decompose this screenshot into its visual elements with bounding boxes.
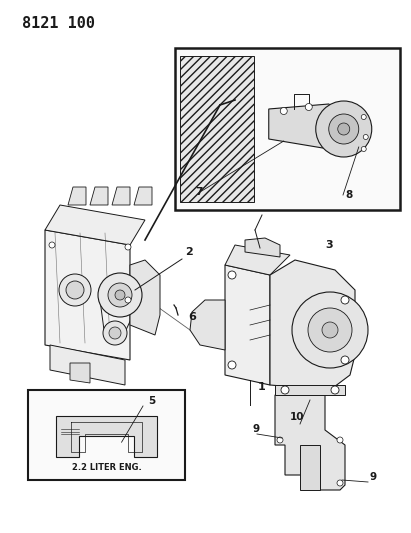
- Circle shape: [337, 480, 343, 486]
- Circle shape: [115, 290, 125, 300]
- Polygon shape: [68, 187, 86, 205]
- Bar: [175, 48, 400, 210]
- Circle shape: [292, 292, 368, 368]
- Polygon shape: [112, 187, 130, 205]
- Circle shape: [337, 437, 343, 443]
- Polygon shape: [245, 238, 280, 257]
- Polygon shape: [190, 300, 225, 350]
- Text: 2: 2: [185, 247, 193, 257]
- Polygon shape: [269, 104, 344, 149]
- Circle shape: [109, 327, 121, 339]
- Polygon shape: [275, 385, 345, 395]
- Circle shape: [331, 386, 339, 394]
- Polygon shape: [225, 265, 270, 385]
- Text: 7: 7: [195, 187, 202, 197]
- Text: 8: 8: [345, 190, 352, 200]
- Circle shape: [341, 356, 349, 364]
- Circle shape: [361, 147, 366, 151]
- Polygon shape: [45, 205, 145, 245]
- Circle shape: [125, 244, 131, 250]
- Circle shape: [329, 114, 359, 144]
- Circle shape: [308, 308, 352, 352]
- Polygon shape: [56, 416, 157, 457]
- Circle shape: [322, 322, 338, 338]
- Polygon shape: [50, 345, 125, 385]
- Circle shape: [49, 242, 55, 248]
- Polygon shape: [275, 395, 345, 490]
- Text: 9: 9: [370, 472, 377, 482]
- Polygon shape: [270, 260, 355, 390]
- Circle shape: [361, 115, 366, 119]
- Polygon shape: [70, 363, 90, 383]
- Circle shape: [305, 103, 312, 110]
- Circle shape: [316, 101, 372, 157]
- Circle shape: [228, 361, 236, 369]
- Text: 5: 5: [148, 396, 155, 406]
- Bar: [28, 390, 185, 480]
- Text: 8121 100: 8121 100: [22, 16, 95, 31]
- Text: 3: 3: [325, 240, 332, 250]
- Polygon shape: [225, 245, 290, 275]
- Text: 2.2 LITER ENG.: 2.2 LITER ENG.: [72, 463, 141, 472]
- Polygon shape: [90, 187, 108, 205]
- Text: 10: 10: [290, 412, 305, 422]
- Circle shape: [341, 296, 349, 304]
- Text: 1: 1: [258, 382, 266, 392]
- Circle shape: [281, 386, 289, 394]
- Polygon shape: [180, 56, 254, 202]
- Circle shape: [338, 123, 350, 135]
- Circle shape: [125, 297, 131, 303]
- Circle shape: [228, 271, 236, 279]
- Circle shape: [277, 437, 283, 443]
- Polygon shape: [134, 187, 152, 205]
- Circle shape: [103, 321, 127, 345]
- Text: 9: 9: [252, 424, 259, 434]
- Circle shape: [108, 283, 132, 307]
- Circle shape: [98, 273, 142, 317]
- Polygon shape: [45, 230, 130, 360]
- Circle shape: [363, 134, 368, 140]
- Polygon shape: [130, 260, 160, 335]
- Polygon shape: [300, 445, 320, 490]
- Circle shape: [66, 281, 84, 299]
- Circle shape: [59, 274, 91, 306]
- Circle shape: [280, 108, 287, 115]
- Text: 6: 6: [188, 312, 196, 322]
